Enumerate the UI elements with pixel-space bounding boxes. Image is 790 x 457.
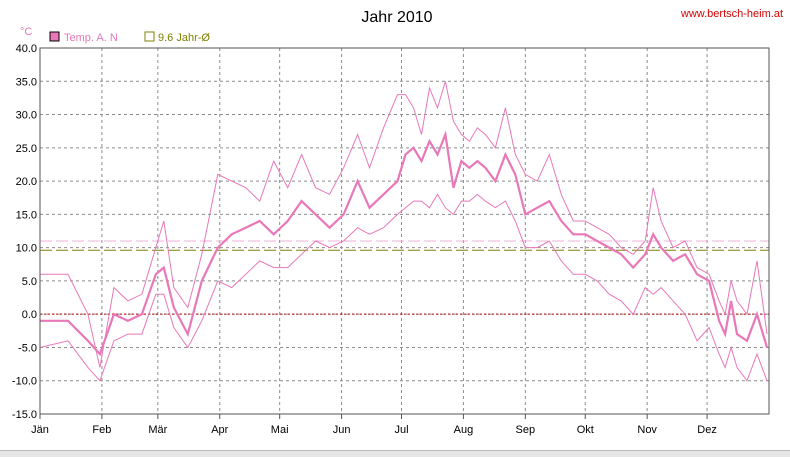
x-tick-label: Mai [271,424,289,436]
y-tick-label: 40.0 [16,43,37,55]
legend-label-temp: Temp. A. N [64,32,118,44]
x-tick-label: Jun [333,424,351,436]
x-tick-label: Apr [211,424,228,436]
y-unit-label: °C [20,26,32,38]
series-lines [39,81,769,382]
y-tick-label: 10.0 [16,243,37,255]
x-tick-label: Nov [637,424,657,436]
x-tick-label: Sep [516,424,536,436]
legend-swatch-avg [144,31,155,42]
status-bar [0,450,790,457]
series-line-max [40,81,768,368]
x-tick-label: Feb [92,424,111,436]
y-tick-label: -15.0 [12,409,37,421]
reference-lines [40,240,769,315]
y-tick-label: 0.0 [22,309,37,321]
series-line-mean [40,130,769,357]
chart-title: Jahr 2010 [361,9,432,26]
grid [40,48,769,414]
y-tick-label: 5.0 [22,276,37,288]
y-tick-label: 25.0 [16,143,37,155]
x-axis-ticks: Jän Feb Mär Apr Mai Jun Jul Aug Sep Okt Nov Dez [31,414,717,436]
y-tick-label: 35.0 [16,76,37,88]
x-tick-label: Jän [31,424,49,436]
legend-swatch-temp [49,31,60,42]
legend-label-avg: 9.6 Jahr-Ø [158,32,210,44]
x-tick-label: Aug [454,424,474,436]
y-tick-label: 30.0 [16,110,37,122]
y-tick-label: 20.0 [16,176,37,188]
x-tick-label: Okt [577,424,594,436]
source-link[interactable]: www.bertsch-heim.at [680,8,783,20]
y-tick-label: -10.0 [12,376,37,388]
series-line-min [39,193,768,382]
plot-frame [39,47,770,415]
x-tick-label: Mär [148,424,167,436]
y-axis-ticks: 40.0 35.0 30.0 25.0 20.0 15.0 10.0 5.0 0.0 -5.0 -1… [12,43,37,421]
legend: Temp. A. N 9.6 Jahr-Ø [49,31,210,44]
x-tick-label: Jul [394,424,408,436]
x-tick-label: Dez [697,424,717,436]
y-tick-label: 15.0 [16,209,37,221]
y-tick-label: -5.0 [18,342,37,354]
